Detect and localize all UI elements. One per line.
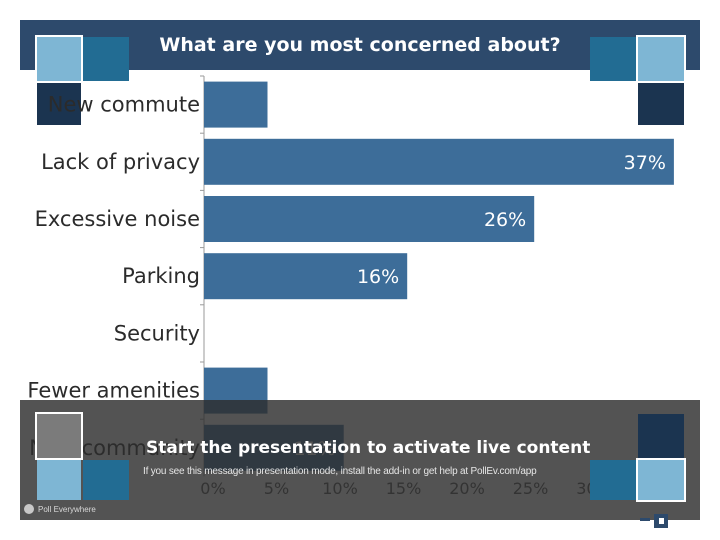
value-label: 5% xyxy=(298,381,328,403)
corner-logo-icon xyxy=(640,510,686,530)
overlay-message: Start the presentation to activate live … xyxy=(146,438,591,458)
category-label: New commute xyxy=(48,93,200,117)
bar xyxy=(204,138,674,185)
chart-title: What are you most concerned about? xyxy=(159,34,561,56)
value-label: 37% xyxy=(624,152,666,174)
value-label: 5% xyxy=(298,95,328,117)
category-label: Parking xyxy=(122,264,200,288)
activation-overlay[interactable] xyxy=(20,400,700,520)
title-bar: What are you most concerned about? xyxy=(20,20,700,70)
tile-bottom-left-1 xyxy=(35,412,83,460)
bar xyxy=(204,253,408,300)
tile-bottom-right-1 xyxy=(638,414,684,458)
bar xyxy=(204,81,268,128)
poll-everywhere-icon xyxy=(24,504,34,514)
tile-top-left-3 xyxy=(37,83,81,125)
value-label: 16% xyxy=(357,266,399,288)
tile-top-right-3 xyxy=(638,83,684,125)
brand-logo: Poll Everywhere xyxy=(24,502,96,516)
value-label: 26% xyxy=(484,209,526,231)
bar xyxy=(204,196,535,242)
category-label: Excessive noise xyxy=(35,207,200,231)
category-label: Fewer amenities xyxy=(27,379,200,403)
tile-top-left-1 xyxy=(35,35,83,83)
tile-bottom-left-3 xyxy=(83,460,129,500)
tile-bottom-right-2 xyxy=(590,460,636,500)
category-label: Lack of privacy xyxy=(41,150,200,174)
tile-top-right-2 xyxy=(636,35,686,83)
tile-bottom-left-2 xyxy=(37,460,81,500)
brand-name: Poll Everywhere xyxy=(38,504,96,514)
tile-top-left-2 xyxy=(83,37,129,81)
tile-top-right-1 xyxy=(590,37,636,81)
tile-bottom-right-3 xyxy=(636,458,686,502)
overlay-submessage: If you see this message in presentation … xyxy=(143,466,537,477)
category-label: Security xyxy=(114,321,200,345)
